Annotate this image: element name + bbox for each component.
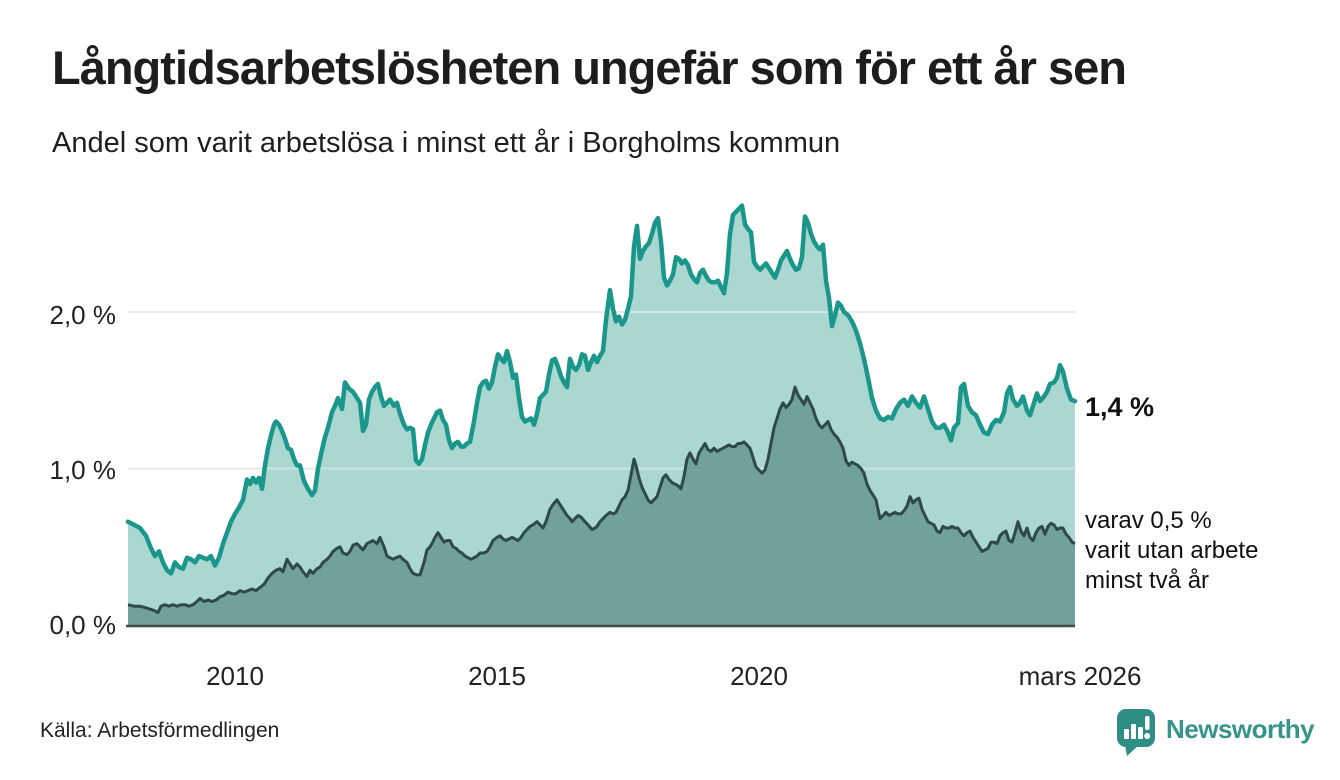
secondary-series-annotation: varav 0,5 % varit utan arbete minst två …	[1085, 506, 1258, 596]
brand-name: Newsworthy	[1166, 714, 1315, 744]
x-axis-tick-2020: 2020	[730, 661, 788, 691]
latest-value-annotation: 1,4 %	[1085, 392, 1155, 422]
x-axis-tick-2010: 2010	[206, 661, 264, 691]
secondary-annotation-line-2: varit utan arbete	[1085, 537, 1259, 564]
newsworthy-logo-icon	[1117, 709, 1155, 756]
area-at-least-two-years	[128, 387, 1075, 625]
y-axis-tick-1: 1,0 %	[49, 455, 117, 485]
line-at-least-one-year	[125, 203, 1078, 576]
x-axis-tick-2015: 2015	[468, 661, 526, 691]
secondary-annotation-line-3: minst två år	[1085, 567, 1210, 594]
line-at-least-two-years	[127, 385, 1076, 614]
source-note: Källa: Arbetsförmedlingen	[40, 719, 280, 742]
page-title: Långtidsarbetslösheten ungefär som för e…	[52, 41, 1127, 94]
y-axis-tick-2: 2,0 %	[49, 300, 117, 330]
newsworthy-logo: Newsworthy	[1116, 708, 1315, 756]
y-axis-tick-0: 0,0 %	[49, 610, 117, 640]
secondary-annotation-line-1: varav 0,5 %	[1085, 507, 1212, 534]
x-axis-tick-mars-2026: mars 2026	[1018, 661, 1142, 691]
chart-subtitle: Andel som varit arbetslösa i minst ett å…	[52, 127, 841, 159]
